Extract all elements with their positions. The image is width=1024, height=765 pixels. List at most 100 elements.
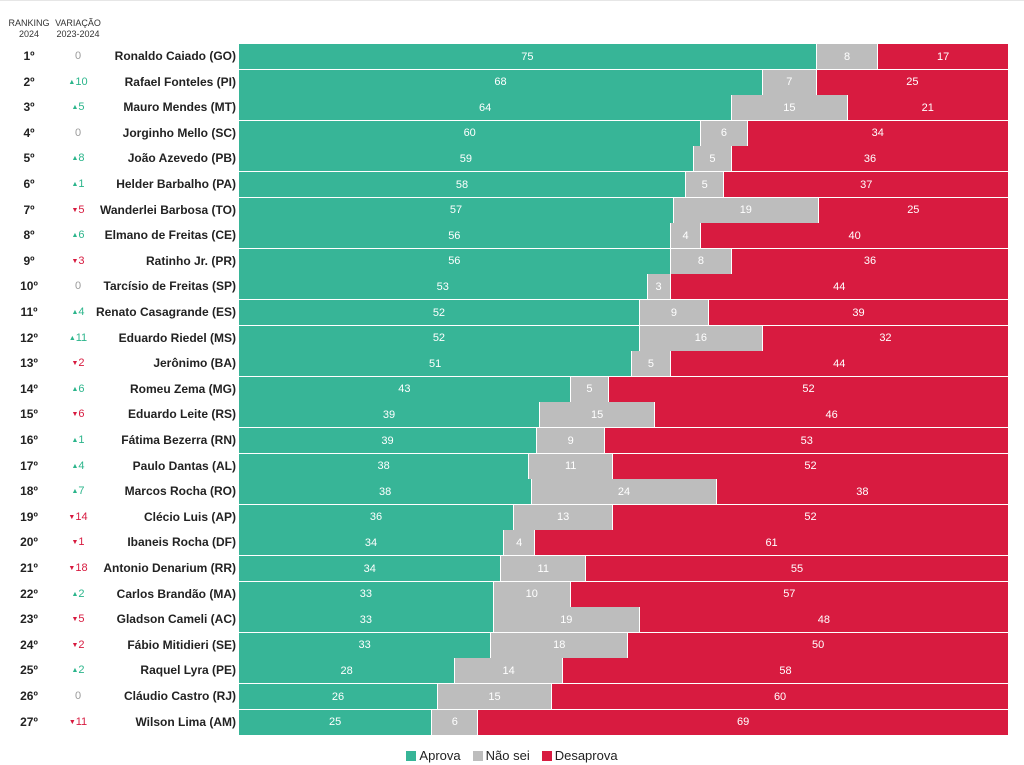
data-label: 4 [516, 536, 523, 549]
stacked-bar: 68 7 25 [239, 69, 1008, 95]
legend-item-aprova: Aprova [406, 748, 461, 763]
variation-label: ▼2 [56, 633, 100, 658]
bar-segment-desaprova: 32 [761, 325, 1008, 351]
triangle-up-icon: ▲ [71, 309, 79, 316]
data-label: 33 [359, 588, 372, 601]
chart-row: 14º ▲6 Romeu Zema (MG) 43 5 52 [0, 376, 1024, 402]
bar-segment-desaprova: 37 [723, 172, 1008, 197]
data-label: 48 [817, 613, 831, 626]
variation-value: 10 [75, 75, 88, 88]
chart-row: 19º ▼14 Clécio Luis (AP) 36 13 52 [0, 504, 1024, 530]
bar-segment-desaprova: 21 [846, 95, 1008, 121]
data-label: 58 [779, 664, 792, 677]
governor-name: Wilson Lima (AM) [135, 714, 236, 729]
legend-label-aprova: Aprova [419, 748, 461, 763]
triangle-up-icon: ▲ [71, 437, 79, 444]
governor-name: Cláudio Castro (RJ) [123, 689, 236, 703]
data-label: 60 [463, 127, 476, 140]
variation-value: 5 [78, 203, 85, 216]
rank-label: 10º [20, 279, 38, 294]
bar-segment-aprova: 33 [239, 607, 493, 633]
data-label: 39 [382, 408, 396, 421]
data-label: 34 [364, 536, 378, 549]
chart-row: 20º ▼1 Ibaneis Rocha (DF) 34 4 61 [0, 530, 1024, 556]
governor-name: Renato Casagrande (ES) [95, 305, 236, 319]
data-label: 36 [369, 511, 383, 524]
bar-segment-desaprova: 36 [731, 146, 1008, 172]
data-label: 33 [359, 613, 372, 626]
governor-name: Romeu Zema (MG) [129, 381, 236, 396]
bar-segment-aprova: 57 [239, 197, 673, 223]
triangle-up-icon: ▲ [71, 667, 79, 675]
data-label: 36 [863, 152, 877, 165]
data-label: 19 [560, 613, 573, 626]
stacked-bar: 58 5 37 [239, 172, 1008, 197]
governor-name: Raquel Lyra (PE) [140, 663, 236, 678]
bar-segment-aprova: 39 [239, 402, 539, 428]
bar-segment-desaprova: 55 [585, 556, 1008, 581]
variation-value: 4 [78, 459, 85, 472]
rank-label: 8º [23, 228, 35, 243]
chart-row: 4º 0 Jorginho Mello (SC) 60 6 34 [0, 120, 1024, 146]
data-label: 9 [670, 306, 678, 319]
rank-label: 2º [23, 74, 35, 89]
bar-segment-desaprova: 25 [817, 197, 1008, 223]
variation-header: VARIAÇÃO 2023-2024 [55, 18, 101, 39]
chart-row: 3º ▲5 Mauro Mendes (MT) 64 15 21 [0, 95, 1024, 121]
variation-label: ▲1 [56, 428, 100, 453]
data-label: 64 [478, 101, 492, 114]
data-label: 51 [428, 357, 442, 370]
bar-segment-desaprova: 50 [627, 632, 1008, 658]
stacked-bar: 64 15 21 [239, 95, 1008, 121]
data-label: 52 [432, 306, 446, 319]
variation-value: 7 [78, 485, 85, 498]
triangle-down-icon: ▼ [71, 539, 79, 547]
variation-label: ▼14 [56, 505, 100, 530]
bar-segment-aprova: 51 [239, 351, 632, 377]
bar-segment-aprova: 43 [239, 376, 570, 402]
chart-row: 18º ▲7 Marcos Rocha (RO) 38 24 38 [0, 479, 1024, 505]
legend: Aprova Não sei Desaprova [0, 748, 1024, 763]
governor-name: Marcos Rocha (RO) [124, 484, 236, 499]
stacked-bar: 33 19 48 [239, 607, 1008, 633]
data-label: 38 [378, 485, 392, 498]
bar-segment-desaprova: 40 [700, 223, 1008, 249]
bar-segment-aprova: 75 [239, 44, 816, 69]
chart-row: 13º ▼2 Jerônimo (BA) 51 5 44 [0, 351, 1024, 377]
bar-segment-desaprova: 34 [746, 120, 1008, 146]
stacked-bar: 53 3 44 [239, 274, 1008, 300]
variation-value: 0 [74, 126, 82, 139]
triangle-down-icon: ▼ [71, 641, 79, 649]
triangle-down-icon: ▼ [71, 206, 79, 214]
data-label: 4 [682, 229, 689, 242]
variation-value: 3 [78, 254, 85, 267]
variation-label: ▲2 [56, 582, 100, 607]
triangle-up-icon: ▲ [71, 488, 79, 496]
chart-row: 1º 0 Ronaldo Caiado (GO) 75 8 17 [0, 44, 1024, 69]
bar-segment-desaprova: 57 [569, 581, 1008, 607]
data-label: 28 [340, 664, 353, 677]
triangle-up-icon: ▲ [71, 104, 79, 112]
bar-segment-naosei: 5 [569, 376, 609, 402]
variation-label: ▲10 [56, 70, 100, 95]
data-label: 26 [331, 690, 345, 703]
data-label: 55 [790, 562, 804, 575]
chart-row: 23º ▼5 Gladson Cameli (AC) 33 19 48 [0, 607, 1024, 633]
bar-segment-desaprova: 25 [815, 69, 1008, 95]
data-label: 32 [879, 332, 892, 345]
variation-label: ▲5 [56, 95, 100, 120]
governor-name: Jerônimo (BA) [153, 356, 236, 371]
bar-segment-naosei: 11 [500, 556, 586, 581]
data-label: 7 [786, 76, 793, 89]
rank-label: 9º [23, 253, 35, 268]
bar-segment-desaprova: 53 [604, 428, 1008, 453]
bar-segment-desaprova: 52 [608, 376, 1008, 402]
variation-label: ▼3 [56, 249, 100, 274]
chart-row: 25º ▲2 Raquel Lyra (PE) 28 14 58 [0, 658, 1024, 684]
triangle-up-icon: ▲ [71, 232, 79, 240]
variation-label: 0 [56, 684, 100, 709]
bar-segment-naosei: 6 [431, 709, 478, 735]
triangle-up-icon: ▲ [68, 334, 76, 342]
data-label: 10 [525, 588, 538, 601]
data-label: 52 [804, 460, 817, 473]
